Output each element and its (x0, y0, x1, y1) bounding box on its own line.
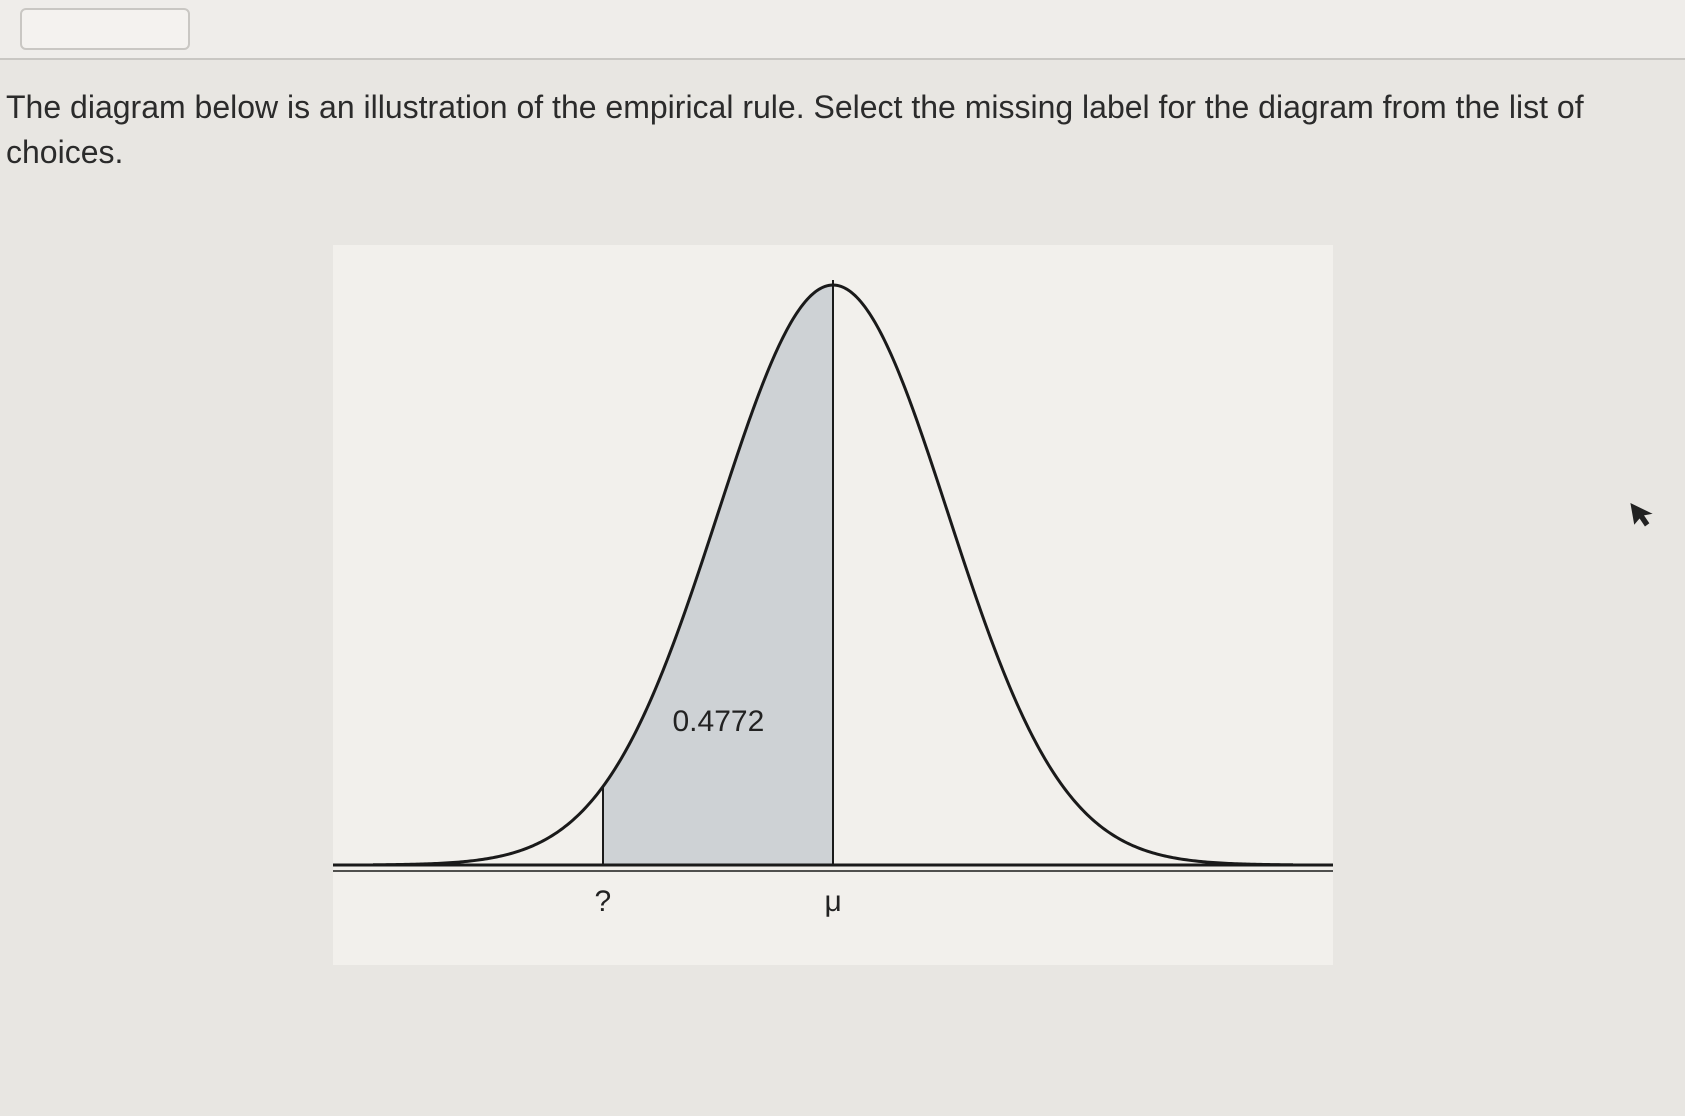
question-text: The diagram below is an illustration of … (0, 85, 1665, 175)
cursor-icon (1629, 498, 1657, 530)
toolbar-placeholder (20, 8, 190, 50)
diagram-container: 0.4772 ? μ (0, 245, 1665, 965)
question-area: The diagram below is an illustration of … (0, 60, 1685, 965)
axis-label-unknown[interactable]: ? (595, 885, 612, 919)
top-toolbar (0, 0, 1685, 60)
empirical-rule-diagram: 0.4772 ? μ (333, 245, 1333, 965)
shaded-area-value: 0.4772 (673, 705, 765, 739)
bell-curve-svg (333, 245, 1333, 965)
axis-label-mean: μ (825, 885, 842, 919)
